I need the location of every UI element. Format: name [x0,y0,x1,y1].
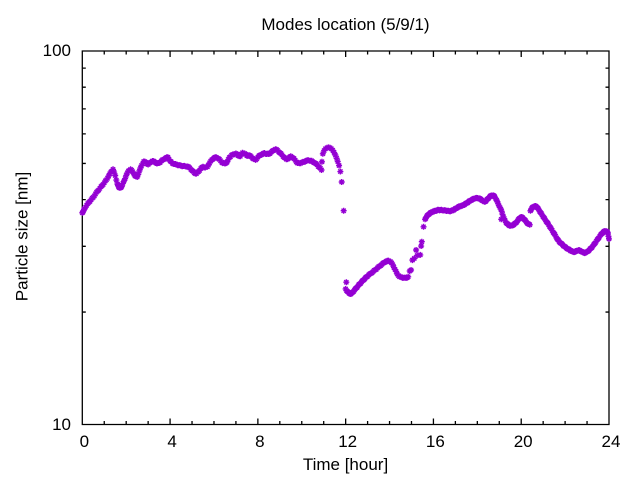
x-tick-label-4: 4 [167,432,177,451]
chart-title: Modes location (5/9/1) [261,15,430,34]
x-tick-label-24: 24 [601,432,621,451]
y-tick-label-100: 100 [42,41,71,60]
y-tick-label-10: 10 [52,415,71,434]
x-tick-label-16: 16 [425,432,445,451]
y-axis-label: Particle size [nm] [12,171,32,302]
x-tick-label-8: 8 [255,432,265,451]
x-tick-label-20: 20 [513,432,533,451]
x-axis-label: Time [hour] [302,455,389,474]
scatter-points [79,144,612,297]
plot-frame-and-ticks [81,50,610,426]
x-tick-label-12: 12 [338,432,358,451]
x-tick-label-0: 0 [79,432,90,451]
